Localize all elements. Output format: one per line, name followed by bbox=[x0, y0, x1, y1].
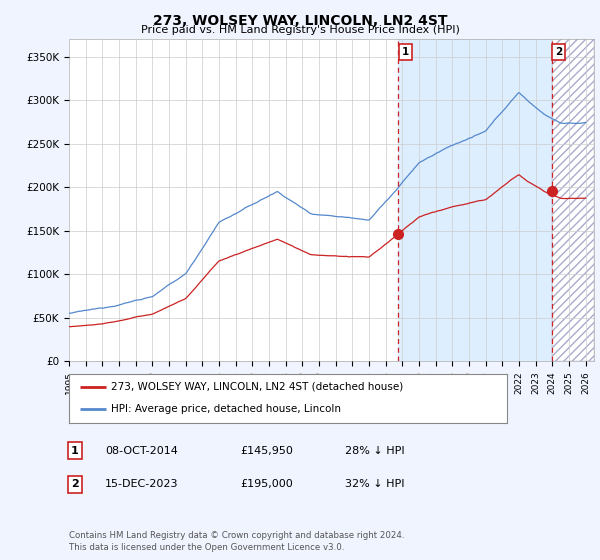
Text: 08-OCT-2014: 08-OCT-2014 bbox=[105, 446, 178, 456]
Text: 1: 1 bbox=[402, 47, 409, 57]
Text: 273, WOLSEY WAY, LINCOLN, LN2 4ST (detached house): 273, WOLSEY WAY, LINCOLN, LN2 4ST (detac… bbox=[110, 382, 403, 392]
Text: 273, WOLSEY WAY, LINCOLN, LN2 4ST: 273, WOLSEY WAY, LINCOLN, LN2 4ST bbox=[153, 14, 447, 28]
Text: £195,000: £195,000 bbox=[240, 479, 293, 489]
Text: 32% ↓ HPI: 32% ↓ HPI bbox=[345, 479, 404, 489]
Text: 2: 2 bbox=[555, 47, 562, 57]
Text: Price paid vs. HM Land Registry's House Price Index (HPI): Price paid vs. HM Land Registry's House … bbox=[140, 25, 460, 35]
Text: Contains HM Land Registry data © Crown copyright and database right 2024.
This d: Contains HM Land Registry data © Crown c… bbox=[69, 531, 404, 552]
Bar bbox=[551, 39, 594, 361]
Bar bbox=[398, 39, 551, 361]
Text: HPI: Average price, detached house, Lincoln: HPI: Average price, detached house, Linc… bbox=[110, 404, 341, 414]
Text: 1: 1 bbox=[71, 446, 79, 456]
Text: 15-DEC-2023: 15-DEC-2023 bbox=[105, 479, 179, 489]
Text: £145,950: £145,950 bbox=[240, 446, 293, 456]
Text: 28% ↓ HPI: 28% ↓ HPI bbox=[345, 446, 404, 456]
Text: 2: 2 bbox=[71, 479, 79, 489]
